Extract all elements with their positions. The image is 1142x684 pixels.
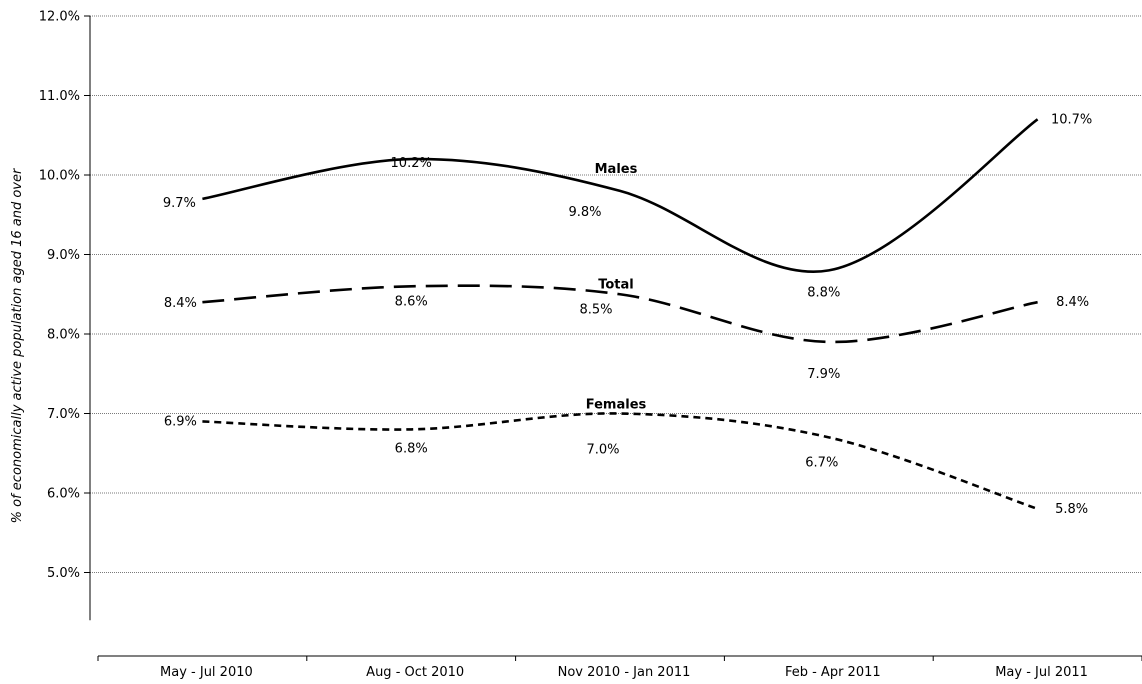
series-line-males xyxy=(202,118,1039,273)
data-label: 7.9% xyxy=(807,367,840,382)
data-label: 8.8% xyxy=(807,285,840,300)
x-tick-label: Aug - Oct 2010 xyxy=(366,665,464,680)
y-axis-label: % of economically active population aged… xyxy=(10,167,25,523)
data-label: 10.2% xyxy=(391,156,432,171)
data-label: 5.8% xyxy=(1055,502,1088,517)
y-tick-label: 5.0% xyxy=(47,566,80,581)
series-name-label: Males xyxy=(595,162,638,177)
x-tick-label: Feb - Apr 2011 xyxy=(785,665,881,680)
y-tick-label: 10.0% xyxy=(39,169,80,184)
data-label: 8.6% xyxy=(395,294,428,309)
series-lines xyxy=(202,118,1039,511)
x-tick-label: May - Jul 2011 xyxy=(995,665,1088,680)
y-tick-label: 9.0% xyxy=(47,248,80,263)
y-tick-label: 7.0% xyxy=(47,407,80,422)
data-label: 8.4% xyxy=(164,296,197,311)
data-label: 6.7% xyxy=(805,455,838,470)
data-label: 8.5% xyxy=(579,302,612,317)
data-label: 9.8% xyxy=(568,205,601,220)
data-label: 8.4% xyxy=(1056,295,1089,310)
data-label: 9.7% xyxy=(163,196,196,211)
data-labels: 9.7% 10.2% 9.8% 8.8% 10.7% Males 8.4% 8.6% 8.5% 7… xyxy=(163,112,1092,517)
data-label: 10.7% xyxy=(1051,112,1092,127)
x-tick-label: Nov 2010 - Jan 2011 xyxy=(558,665,691,680)
series-line-total xyxy=(202,284,1038,344)
y-tick-label: 12.0% xyxy=(39,10,80,25)
data-label: 6.9% xyxy=(164,414,197,429)
axes: May - Jul 2010 Aug - Oct 2010 Nov 2010 - J… xyxy=(89,16,1142,680)
series-line-females xyxy=(202,412,1039,511)
series-name-label: Total xyxy=(598,277,634,292)
data-label: 6.8% xyxy=(395,441,428,456)
y-tick-label: 11.0% xyxy=(39,89,80,104)
series-name-label: Females xyxy=(586,398,647,413)
x-tick-label: May - Jul 2010 xyxy=(160,665,253,680)
y-tick-label: 6.0% xyxy=(47,487,80,502)
data-label: 7.0% xyxy=(586,443,619,458)
y-tick-label: 8.0% xyxy=(47,328,80,343)
gridlines: 5.0% 6.0% 7.0% 8.0% 9.0% 10.0% 11.0% 12.0% xyxy=(39,10,1142,581)
